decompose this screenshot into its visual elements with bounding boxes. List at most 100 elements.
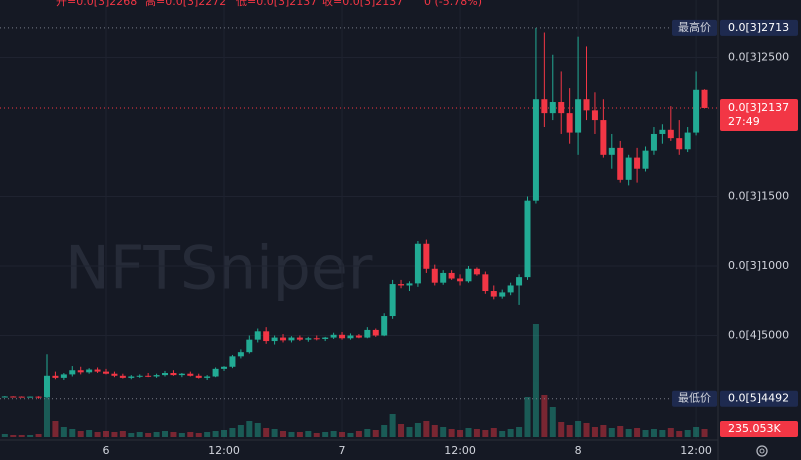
candle-body <box>693 89 700 133</box>
candle-body <box>145 375 152 377</box>
candle-body <box>591 110 598 121</box>
volume-bar <box>313 433 320 437</box>
y-tick-label: 0.0[3]1500 <box>728 190 789 203</box>
candle-body <box>77 370 84 373</box>
price-tag-label-box <box>672 19 717 36</box>
price-tag-value: 0.0[3]2713 <box>728 21 789 34</box>
volume-bar <box>52 421 59 437</box>
volume-bar <box>271 429 278 437</box>
settings-icon[interactable] <box>756 445 768 457</box>
candle-body <box>280 337 287 341</box>
candle-body <box>339 334 346 339</box>
volume-bar <box>389 414 396 437</box>
volume-tag-box <box>720 421 798 438</box>
volume-bar <box>423 421 430 437</box>
volume-bars <box>1 324 708 437</box>
volume-bar <box>212 431 219 437</box>
volume-bar <box>86 430 93 437</box>
volume-bar <box>457 430 464 437</box>
volume-bar <box>128 433 135 437</box>
candle-body <box>684 132 691 150</box>
candle-body <box>650 133 657 151</box>
volume-bar <box>187 432 194 437</box>
candle-body <box>136 375 143 377</box>
ohlc-legend: 高=0.0[3]2272 <box>145 0 226 8</box>
volume-bar <box>119 431 126 437</box>
candle-body <box>178 373 185 376</box>
candle-body <box>406 283 413 286</box>
candle-body <box>322 337 329 339</box>
candle-body <box>381 316 388 336</box>
volume-bar <box>339 432 346 437</box>
candle-body <box>667 129 674 139</box>
volume-bar <box>608 428 615 437</box>
candle-body <box>482 274 489 292</box>
candle-body <box>170 373 177 376</box>
candle-body <box>128 376 135 378</box>
volume-bar <box>549 407 556 437</box>
candle-body <box>69 370 76 375</box>
candle-body <box>549 102 556 114</box>
volume-bar <box>170 432 177 437</box>
last-price-countdown: 27:49 <box>728 115 760 128</box>
candle-body <box>187 373 194 376</box>
volume-bar <box>414 423 421 437</box>
candle-body <box>237 352 244 357</box>
volume-bar <box>650 429 657 437</box>
volume-bar <box>499 431 506 437</box>
volume-bar <box>18 435 25 437</box>
candle-body <box>490 291 497 297</box>
candle-body <box>457 278 464 282</box>
volume-bar <box>178 433 185 437</box>
volume-bar <box>195 433 202 437</box>
volume-bar <box>229 428 236 437</box>
candle-body <box>347 335 354 339</box>
y-tick-label: 0.0[4]5000 <box>728 328 789 341</box>
volume-bar <box>473 429 480 437</box>
candle-body <box>440 272 447 283</box>
candle-body <box>642 150 649 169</box>
candle-body <box>330 334 337 338</box>
price-tag-box <box>720 390 798 407</box>
candle-body <box>313 338 320 340</box>
candle-body <box>431 268 438 283</box>
x-tick-label: 12:00 <box>208 444 240 457</box>
price-tag-label-box <box>672 390 717 407</box>
candle-body <box>583 99 590 111</box>
x-tick-label: 6 <box>103 444 110 457</box>
candle-body <box>263 331 270 342</box>
y-tick-label: 0.0[3]2500 <box>728 51 789 64</box>
candle-body <box>499 292 506 297</box>
candle-body <box>162 373 169 376</box>
candle-body <box>617 147 624 180</box>
volume-bar <box>364 429 371 437</box>
candle-body <box>246 339 253 353</box>
volume-bar <box>516 427 523 437</box>
candle-body <box>288 337 295 341</box>
candle-body <box>27 396 34 398</box>
candle-body <box>516 277 523 286</box>
candle-body <box>111 373 118 376</box>
x-tick-label: 8 <box>575 444 582 457</box>
volume-bar <box>204 432 211 437</box>
candle-body <box>575 99 582 133</box>
volume-bar <box>532 324 539 437</box>
ohlc-legend: 0 (-5.78%) <box>424 0 482 8</box>
candle-body <box>355 335 362 338</box>
candle-body <box>195 375 202 378</box>
candle-body <box>507 285 514 293</box>
candle-body <box>35 396 42 398</box>
volume-bar <box>69 429 76 437</box>
volume-bar <box>693 427 700 437</box>
candle-body <box>423 243 430 269</box>
volume-bar <box>406 427 413 437</box>
volume-bar <box>642 430 649 437</box>
volume-bar <box>591 427 598 437</box>
volume-bar <box>465 428 472 437</box>
candle-body <box>625 157 632 180</box>
volume-bar <box>280 431 287 437</box>
volume-bar <box>77 431 84 437</box>
candle-body <box>271 337 278 342</box>
volume-bar <box>305 431 312 437</box>
